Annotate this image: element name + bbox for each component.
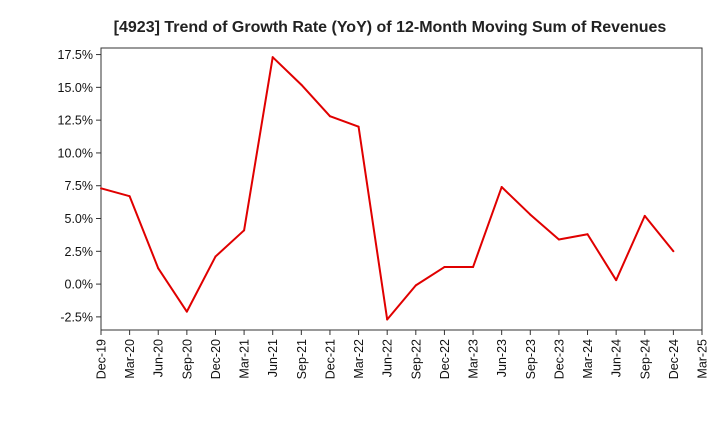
x-tick-label: Mar-25 — [696, 339, 710, 379]
x-tick-label: Mar-20 — [123, 339, 137, 379]
y-axis: -2.5% 0.0% 2.5% 5.0% 7.5% 10.0% 12.5% 15.0% 17.5… — [58, 48, 101, 324]
x-tick-label: Dec-22 — [438, 339, 452, 379]
x-tick-label: Dec-21 — [323, 339, 337, 379]
y-tick-label: 17.5% — [58, 48, 93, 62]
y-tick-label: 2.5% — [65, 245, 94, 259]
x-tick-label: Jun-21 — [266, 339, 280, 377]
data-point — [214, 255, 217, 258]
y-tick-label: 0.0% — [65, 278, 94, 292]
x-tick-label: Dec-23 — [552, 339, 566, 379]
x-tick-label: Dec-19 — [95, 339, 109, 379]
x-tick-label: Jun-22 — [381, 339, 395, 377]
x-tick-label: Mar-23 — [467, 339, 481, 379]
x-tick-label: Sep-22 — [409, 339, 423, 379]
y-tick-label: 10.0% — [58, 146, 93, 160]
x-tick-label: Dec-20 — [209, 339, 223, 379]
data-point — [100, 187, 102, 190]
data-point — [443, 266, 446, 269]
data-point — [414, 284, 417, 287]
x-tick-label: Sep-21 — [295, 339, 309, 379]
plot-frame — [100, 47, 703, 331]
y-tick-label: 15.0% — [58, 81, 93, 95]
data-point — [243, 229, 246, 232]
x-tick-label: Jun-24 — [610, 339, 624, 377]
data-point — [185, 310, 188, 313]
x-tick-label: Sep-23 — [524, 339, 538, 379]
plot-area — [101, 48, 702, 330]
y-tick-label: 7.5% — [65, 179, 94, 193]
data-point — [529, 213, 532, 216]
data-point — [357, 125, 360, 128]
y-tick-label: 12.5% — [58, 114, 93, 128]
x-tick-label: Mar-24 — [581, 339, 595, 379]
data-point — [128, 195, 131, 198]
x-tick-label: Jun-23 — [495, 339, 509, 377]
data-point — [615, 279, 618, 282]
data-point — [557, 238, 560, 241]
data-point — [672, 250, 675, 253]
x-tick-label: Jun-20 — [152, 339, 166, 377]
x-tick-label: Sep-24 — [638, 339, 652, 379]
data-point — [157, 267, 160, 270]
data-point — [586, 233, 589, 236]
data-point — [472, 266, 475, 269]
x-tick-label: Mar-22 — [352, 339, 366, 379]
data-point — [643, 214, 646, 217]
x-tick-label: Mar-21 — [238, 339, 252, 379]
x-tick-label: Sep-20 — [180, 339, 194, 379]
y-tick-label: 5.0% — [65, 212, 94, 226]
x-axis: Dec-19 Mar-20 Jun-20 Sep-20 Dec-20 Mar-21 Jun-… — [95, 330, 710, 379]
series-layer — [100, 56, 675, 321]
data-point — [386, 318, 389, 321]
data-point — [300, 83, 303, 86]
x-tick-label: Dec-24 — [667, 339, 681, 379]
y-tick-label: -2.5% — [60, 310, 93, 324]
data-point — [271, 56, 274, 59]
chart-title: [4923] Trend of Growth Rate (YoY) of 12-… — [114, 19, 667, 36]
data-point — [328, 115, 331, 118]
data-point — [500, 186, 503, 189]
